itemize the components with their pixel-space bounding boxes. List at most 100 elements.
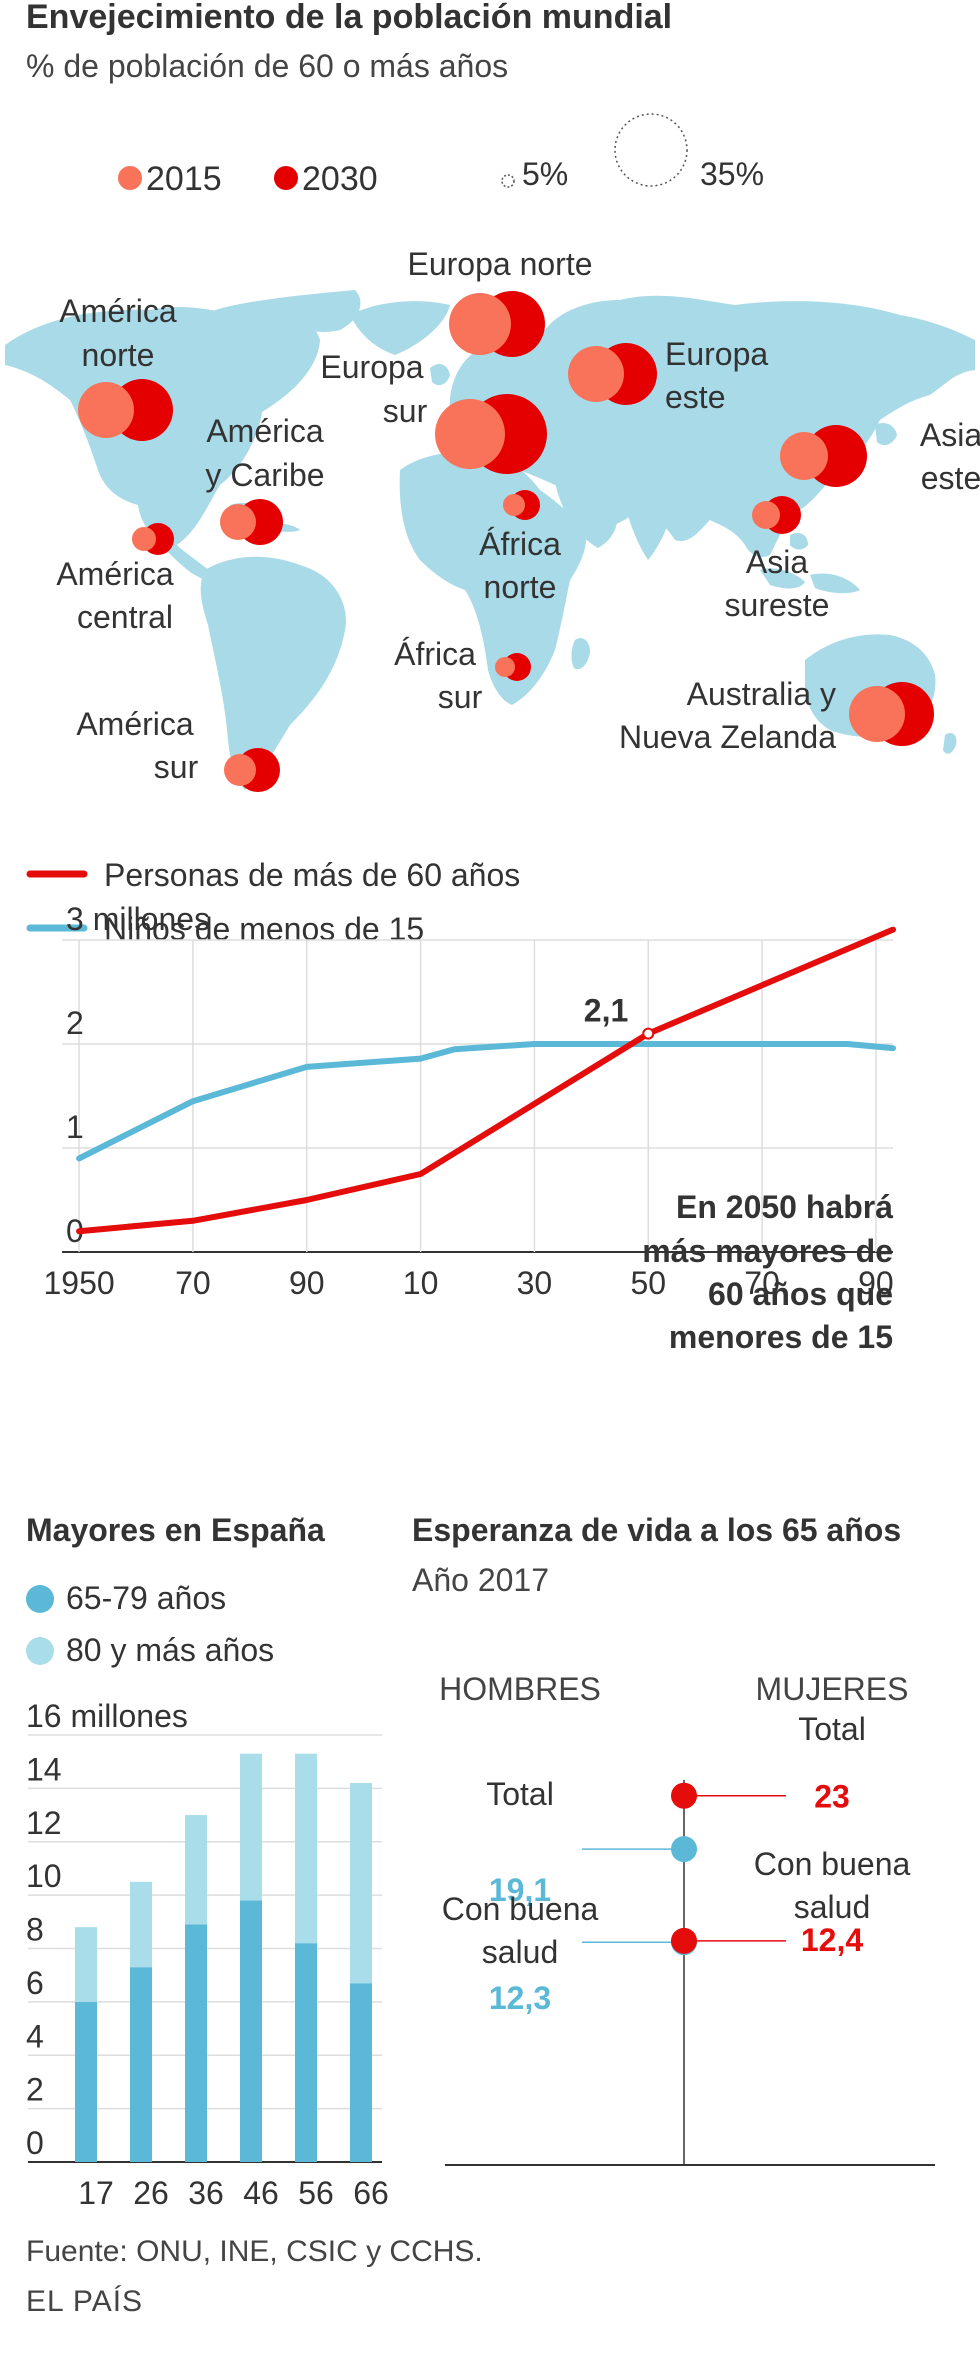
brand-logo: EL PAÍS bbox=[26, 2285, 144, 2318]
page-title: Envejecimiento de la población mundial bbox=[26, 0, 673, 36]
region-label-africa-sur-2: sur bbox=[438, 679, 483, 715]
region-europa-norte: Europa norte bbox=[407, 246, 593, 357]
population-line-chart: Personas de más de 60 años Niños de meno… bbox=[26, 857, 896, 1355]
x-tick-label: 90 bbox=[858, 1265, 894, 1301]
label-hombres-total: Total bbox=[486, 1776, 554, 1812]
region-label-asia-sureste-2: sureste bbox=[725, 587, 830, 623]
size-legend-min-circle bbox=[501, 174, 515, 188]
dot-mujeres-salud bbox=[671, 1927, 697, 1954]
point-mujeres-total: Total 23 bbox=[671, 1711, 866, 1815]
region-label-australia-2: Nueva Zelanda bbox=[619, 719, 836, 755]
bar-x-tick-label: 26 bbox=[133, 2175, 169, 2211]
line-x-ticks: 1950 70 90 10 30 50 70 90 bbox=[43, 1265, 893, 1301]
region-label-america-central-1: América bbox=[56, 556, 174, 592]
bar-x-tick-label: 46 bbox=[243, 2175, 279, 2211]
x-tick-label: 1950 bbox=[43, 1265, 114, 1301]
bar-y-tick-label: 10 bbox=[26, 1858, 62, 1894]
legend-dot-65-79 bbox=[26, 1584, 54, 1613]
line-annotation: En 2050 habrá más mayores de 60 años que… bbox=[642, 1189, 893, 1355]
region-asia-este: Asia este bbox=[780, 417, 980, 496]
annotation-line-3: 60 años que bbox=[708, 1276, 893, 1312]
bar-x-tick-label: 17 bbox=[78, 2175, 114, 2211]
region-label-europa-este-1: Europa bbox=[665, 336, 768, 372]
series-line-ninos bbox=[76, 1041, 896, 1162]
life-expectancy-title: Esperanza de vida a los 65 años bbox=[412, 1512, 902, 1548]
bubble-europa-sur-2015 bbox=[435, 399, 505, 469]
x-tick-label: 50 bbox=[630, 1265, 666, 1301]
bar-65-79 bbox=[350, 1983, 372, 2162]
size-legend-max-circle bbox=[614, 113, 688, 187]
bar-y-tick-label: 6 bbox=[26, 1965, 44, 2001]
region-label-africa-sur-1: África bbox=[394, 636, 476, 672]
region-label-europa-este-2: este bbox=[665, 379, 725, 415]
point-mujeres-salud: Con buena salud 12,4 bbox=[671, 1846, 910, 1958]
label-mujeres-salud-1: Con buena bbox=[754, 1846, 911, 1882]
annotation-line-4: menores de 15 bbox=[669, 1319, 893, 1355]
bar-65-79 bbox=[130, 1967, 152, 2162]
bar-80-plus bbox=[295, 1753, 317, 1944]
legend-label-2030: 2030 bbox=[302, 160, 378, 198]
bubble-america-caribe-2015 bbox=[220, 504, 256, 540]
bar-65-79 bbox=[75, 2001, 97, 2162]
bubble-africa-norte-2015 bbox=[503, 494, 525, 516]
y-tick-label: 2 bbox=[66, 1005, 84, 1041]
bar-y-tick-label: 0 bbox=[26, 2125, 44, 2161]
dot-mujeres-total bbox=[671, 1782, 697, 1809]
legend-label-65-79: 65-79 años bbox=[66, 1580, 227, 1616]
region-america-sur: América sur bbox=[76, 706, 280, 792]
bar-65-79 bbox=[295, 1943, 317, 2162]
x-tick-label: 70 bbox=[744, 1265, 780, 1301]
region-label-america-sur-1: América bbox=[76, 706, 194, 742]
label-mujeres-salud-2: salud bbox=[794, 1889, 871, 1925]
point-hombres-salud: Con buena salud 12,3 bbox=[442, 1891, 697, 2016]
y-tick-label: 3 millones bbox=[66, 901, 210, 937]
annotation-line-1: En 2050 habrá bbox=[676, 1189, 893, 1225]
bar-x-tick-label: 36 bbox=[188, 2175, 224, 2211]
bubble-asia-sureste-2015 bbox=[752, 501, 780, 529]
region-label-america-norte-1: América bbox=[59, 293, 177, 329]
y-tick-label: 0 bbox=[66, 1213, 84, 1249]
x-tick-label: 70 bbox=[175, 1265, 211, 1301]
bar-marks bbox=[75, 1753, 372, 2162]
value-hombres-total: 19,1 bbox=[489, 1872, 551, 1908]
size-legend-max-label: 35% bbox=[700, 156, 764, 192]
x-tick-label: 30 bbox=[517, 1265, 553, 1301]
crossover-value-label: 2,1 bbox=[584, 993, 628, 1029]
region-label-america-norte-2: norte bbox=[82, 337, 155, 373]
world-map-chart: 2015 2030 5% 35% bbox=[5, 113, 980, 792]
bar-80-plus bbox=[240, 1753, 262, 1901]
region-label-europa-sur-1: Europa bbox=[320, 349, 423, 385]
region-america-norte: América norte bbox=[59, 293, 177, 441]
region-label-asia-este-1: Asia bbox=[920, 417, 980, 453]
bar-y-tick-label: 8 bbox=[26, 1912, 44, 1948]
spain-legend-65-79: 65-79 años bbox=[26, 1580, 226, 1617]
bar-65-79 bbox=[240, 1900, 262, 2162]
region-label-asia-sureste-1: Asia bbox=[746, 544, 808, 580]
legend-dot-2015 bbox=[118, 166, 142, 190]
region-america-caribe: América y Caribe bbox=[205, 413, 325, 545]
region-australia: Australia y Nueva Zelanda bbox=[619, 676, 934, 755]
header-hombres: HOMBRES bbox=[439, 1671, 601, 1707]
bubble-africa-sur-2015 bbox=[495, 657, 515, 677]
region-bubbles: América norte América y Caribe América c… bbox=[56, 246, 980, 792]
bubble-america-sur-2015 bbox=[224, 754, 256, 786]
legend-dot-2030 bbox=[274, 166, 298, 190]
region-asia-sureste: Asia sureste bbox=[725, 496, 830, 623]
page-subtitle: % de población de 60 o más años bbox=[26, 48, 509, 84]
bar-x-tick-label: 66 bbox=[353, 2175, 389, 2211]
map-size-legend: 2015 2030 5% 35% bbox=[118, 113, 764, 198]
crossover-point bbox=[642, 1027, 655, 1040]
point-hombres-total: Total 19,1 bbox=[486, 1776, 697, 1908]
bar-y-tick-label: 12 bbox=[26, 1805, 62, 1841]
line-y-ticks: 0 1 2 3 millones bbox=[66, 901, 210, 1249]
region-label-europa-sur-2: sur bbox=[383, 393, 428, 429]
region-africa-sur: África sur bbox=[394, 636, 531, 715]
legend-label-ninos: Niños de menos de 15 bbox=[104, 911, 424, 947]
bubble-australia-2015 bbox=[849, 686, 905, 742]
header-mujeres: MUJERES bbox=[756, 1671, 909, 1707]
value-mujeres-salud: 12,4 bbox=[801, 1922, 863, 1958]
label-hombres-salud-1: Con buena bbox=[442, 1891, 599, 1927]
legend-dot-80 bbox=[26, 1636, 54, 1665]
bar-80-plus bbox=[130, 1881, 152, 1968]
